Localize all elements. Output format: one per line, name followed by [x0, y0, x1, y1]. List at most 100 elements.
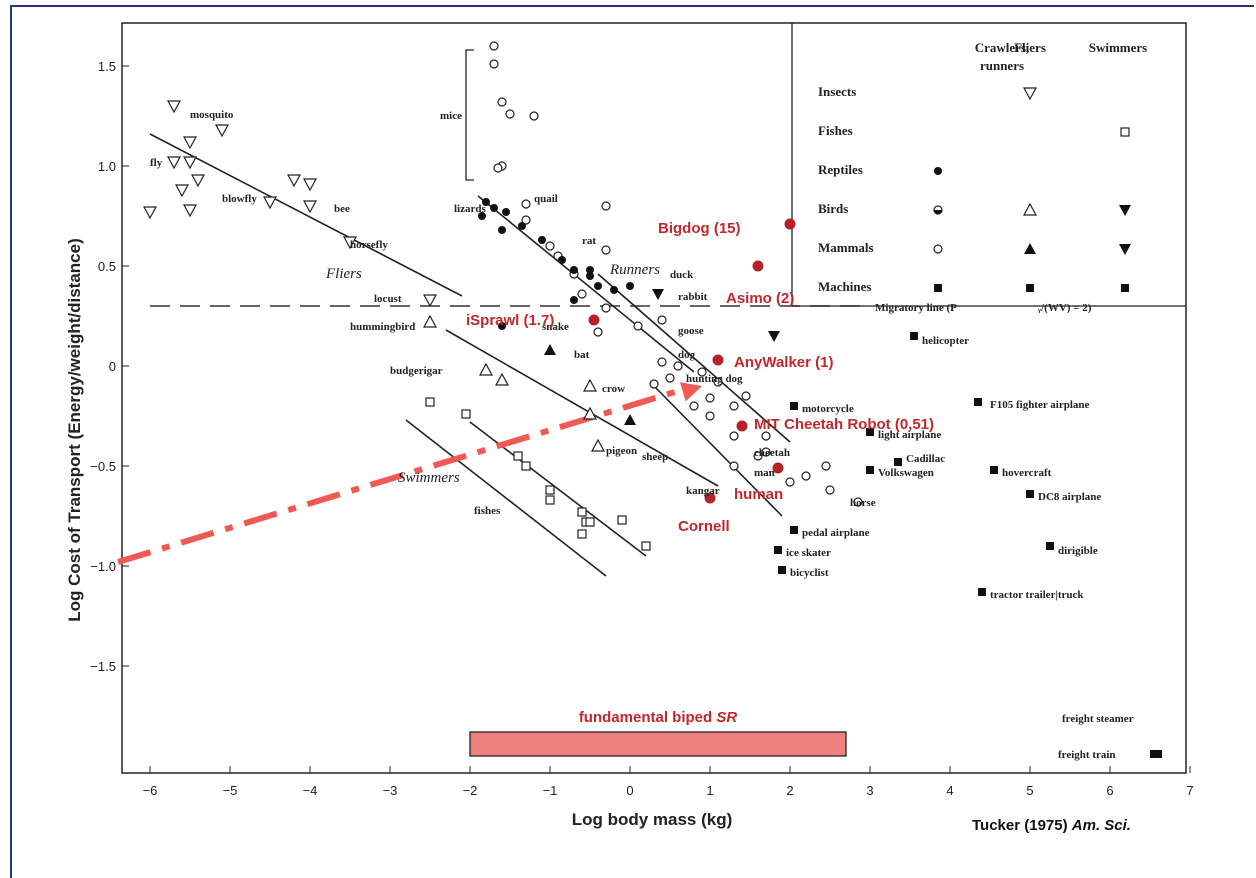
machine-label: Volkswagen — [878, 467, 934, 479]
data-point-circle-open — [657, 357, 667, 367]
data-point-circle-open — [545, 241, 555, 251]
data-point-triangle-down-open — [142, 206, 158, 220]
animal-label: sheep — [642, 451, 668, 463]
data-point-circle-open — [689, 401, 699, 411]
machine-label: ice skater — [786, 547, 831, 559]
animal-label: fishes — [474, 505, 501, 517]
robot-label: human — [734, 486, 783, 503]
data-point-circle-open — [521, 199, 531, 209]
trend-line — [653, 385, 783, 517]
data-point-circle-open — [489, 41, 499, 51]
data-point-circle-red — [712, 354, 724, 366]
data-point-triangle-up-open — [494, 372, 510, 386]
robot-label: Asimo (2) — [726, 290, 794, 307]
data-point-square-open — [577, 529, 587, 539]
data-point-circle-open — [697, 367, 707, 377]
group-label: Runners — [609, 262, 660, 278]
data-point-circle-open — [529, 111, 539, 121]
legend-marker — [1022, 202, 1038, 216]
data-point-circle-filled — [570, 266, 578, 274]
animal-label: hummingbird — [350, 321, 415, 333]
data-point-square-open — [545, 485, 555, 495]
data-point-triangle-down-open — [190, 174, 206, 188]
data-point-circle-filled — [498, 322, 506, 330]
legend-marker — [1024, 243, 1036, 254]
animal-label: dog — [678, 349, 696, 361]
x-tick-label: 3 — [866, 783, 873, 798]
data-point-circle-filled — [498, 226, 506, 234]
group-label: Swimmers — [398, 470, 460, 486]
legend-row-label: Reptiles — [818, 162, 863, 177]
legend-column-header: Swimmers — [1089, 40, 1148, 55]
robot-label: AnyWalker (1) — [734, 354, 833, 371]
data-point-square-open — [461, 409, 471, 419]
data-point-circle-filled — [490, 204, 498, 212]
legend-marker-part — [934, 210, 942, 214]
animal-label: crow — [602, 383, 625, 395]
data-point-circle-filled — [570, 296, 578, 304]
legend-marker — [934, 284, 942, 292]
data-point-circle-open — [801, 471, 811, 481]
machine-label: light airplane — [878, 429, 941, 441]
animal-label: bat — [574, 349, 590, 361]
x-tick-label: 0 — [626, 783, 633, 798]
data-point-circle-open — [497, 97, 507, 107]
data-point-triangle-down-open — [286, 174, 302, 188]
machine-label: bicyclist — [790, 567, 829, 579]
y-tick-label: −1.0 — [90, 559, 116, 574]
robot-label: Cornell — [678, 518, 730, 535]
data-point-circle-red — [588, 314, 600, 326]
animal-label: pigeon — [606, 445, 637, 457]
data-point-circle-filled — [626, 282, 634, 290]
biped-band-label: fundamental biped SR — [579, 709, 738, 726]
x-tick-label: −4 — [303, 783, 318, 798]
biped-band — [469, 731, 847, 757]
data-point-triangle-up-open — [582, 378, 598, 392]
data-point-triangle-down-open — [182, 136, 198, 150]
data-point-circle-red — [772, 462, 784, 474]
legend-marker — [1119, 205, 1131, 216]
data-point-triangle-down-open — [166, 100, 182, 114]
data-point-square-filled — [866, 428, 874, 436]
data-point-square-filled — [1026, 490, 1034, 498]
data-point-circle-open — [713, 377, 723, 387]
data-point-circle-open — [785, 477, 795, 487]
robot-label: MIT Cheetah Robot (0,51) — [754, 416, 934, 433]
trend-line — [405, 419, 607, 577]
data-point-circle-open — [673, 361, 683, 371]
legend-marker — [1119, 244, 1131, 255]
data-point-circle-open — [601, 201, 611, 211]
data-point-circle-open — [741, 391, 751, 401]
mice-label: mice — [440, 110, 462, 122]
data-point-triangle-down-open — [342, 236, 358, 250]
animal-label: kangar — [686, 485, 720, 497]
data-point-square-filled — [790, 402, 798, 410]
x-tick-label: −3 — [383, 783, 398, 798]
machine-label: DC8 airplane — [1038, 491, 1101, 503]
data-point-square-open — [513, 451, 523, 461]
data-point-circle-filled — [610, 286, 618, 294]
animal-label: quail — [534, 193, 558, 205]
data-point-square-filled — [790, 526, 798, 534]
data-point-circle-open — [729, 431, 739, 441]
data-point-square-filled — [1046, 542, 1054, 550]
data-point-circle-open — [821, 461, 831, 471]
x-tick-label: −5 — [223, 783, 238, 798]
legend-marker — [933, 244, 943, 254]
data-point-circle-open — [593, 327, 603, 337]
data-point-triangle-down-open — [302, 178, 318, 192]
animal-label: snake — [542, 321, 569, 333]
data-point-square-open — [641, 541, 651, 551]
data-point-circle-open — [761, 447, 771, 457]
slide-frame — [10, 5, 1254, 878]
data-point-square-open — [585, 517, 595, 527]
x-tick-label: 5 — [1026, 783, 1033, 798]
legend-marker — [934, 167, 942, 175]
y-tick-label: 0.5 — [98, 259, 116, 274]
data-point-circle-red — [752, 260, 764, 272]
data-point-triangle-up-open — [590, 438, 606, 452]
data-point-square-filled — [978, 588, 986, 596]
data-point-circle-open — [601, 245, 611, 255]
machine-label: dirigible — [1058, 545, 1098, 557]
